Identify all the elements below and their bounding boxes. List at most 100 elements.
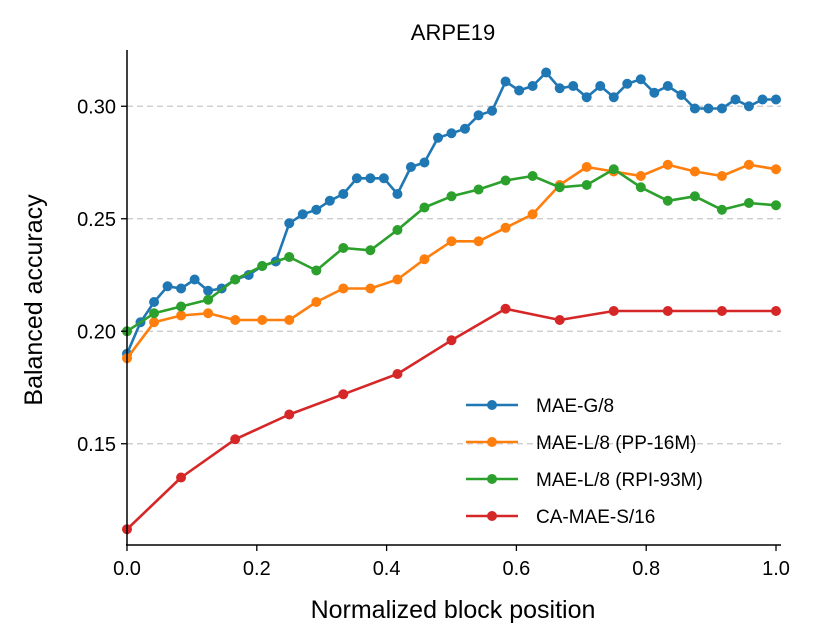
data-point (203, 308, 214, 319)
data-point (473, 110, 484, 121)
data-point (392, 369, 403, 379)
data-point (581, 162, 592, 172)
data-point (527, 209, 538, 220)
data-point (230, 274, 241, 285)
data-point (622, 78, 633, 89)
data-point (378, 173, 389, 184)
data-point (446, 236, 457, 247)
legend-item: MAE-L/8 (RPI-93M) (466, 470, 703, 491)
data-point (635, 171, 646, 181)
data-point (743, 198, 754, 208)
data-point (500, 222, 511, 233)
data-point (189, 274, 200, 285)
data-point (500, 175, 511, 186)
data-point (554, 182, 565, 193)
data-point (257, 315, 268, 325)
data-point (689, 166, 700, 177)
data-point (500, 76, 511, 87)
data-point (743, 159, 754, 170)
data-point (771, 306, 781, 316)
data-point (568, 81, 579, 91)
series-4 (122, 303, 781, 535)
x-ticks: 0.0 0.2 0.4 0.6 0.8 1.0 (113, 545, 790, 580)
data-point (392, 274, 403, 285)
legend-item: MAE-G/8 (466, 396, 614, 417)
data-point (405, 162, 416, 172)
data-point (230, 434, 241, 445)
data-point (446, 191, 457, 202)
data-point (311, 204, 322, 215)
data-point (757, 94, 768, 105)
data-point (581, 92, 592, 103)
y-tick-label: 0.20 (77, 321, 116, 343)
data-point (338, 243, 349, 253)
data-point (608, 92, 619, 103)
data-point (514, 85, 525, 96)
data-point (554, 83, 565, 94)
data-point (716, 103, 727, 114)
data-point (771, 164, 781, 175)
data-point (311, 297, 322, 307)
data-point (649, 87, 660, 98)
data-point (730, 94, 741, 105)
data-point (176, 472, 187, 483)
x-tick-label: 0.6 (502, 558, 530, 580)
data-point (527, 171, 538, 181)
data-point (284, 315, 295, 325)
data-point (284, 252, 295, 262)
data-point (365, 173, 376, 184)
data-point (230, 315, 241, 325)
data-point (662, 159, 673, 170)
data-point (419, 202, 430, 213)
data-point (608, 164, 619, 175)
y-tick-label: 0.25 (77, 209, 116, 231)
data-point (635, 182, 646, 193)
data-point (446, 128, 457, 139)
x-tick-label: 0.4 (373, 558, 401, 580)
y-axis-label: Balanced accuracy (20, 194, 48, 406)
data-point (324, 195, 335, 206)
data-point (284, 409, 295, 420)
data-point (595, 81, 606, 91)
data-point (338, 389, 349, 400)
data-point (351, 173, 362, 184)
legend-swatch-marker (487, 400, 497, 410)
data-point (311, 265, 322, 276)
data-point (662, 306, 673, 316)
x-axis-label: Normalized block position (311, 596, 596, 624)
legend-label: MAE-L/8 (RPI-93M) (536, 470, 703, 491)
legend-label: CA-MAE-S/16 (536, 507, 655, 528)
data-point (365, 245, 376, 256)
data-point (459, 123, 470, 134)
data-point (257, 261, 268, 271)
data-point (473, 236, 484, 247)
legend-swatch-marker (487, 437, 497, 447)
data-point (608, 306, 619, 316)
data-point (527, 81, 538, 91)
series-1 (122, 67, 781, 359)
data-point (392, 189, 403, 199)
legend-swatch-marker (487, 511, 497, 521)
data-point (176, 310, 187, 321)
data-point (338, 189, 349, 199)
data-point (365, 283, 376, 294)
axes (126, 50, 781, 546)
data-point (662, 195, 673, 206)
data-point (162, 281, 173, 292)
legend-item: CA-MAE-S/16 (466, 507, 655, 528)
data-point (149, 317, 160, 328)
data-point (716, 204, 727, 215)
data-point (203, 294, 214, 305)
data-point (554, 315, 565, 325)
data-point (297, 209, 308, 220)
data-point (176, 301, 187, 312)
data-point (689, 191, 700, 202)
y-tick-label: 0.30 (77, 96, 116, 118)
data-point (635, 74, 646, 85)
chart-title: ARPE19 (411, 20, 495, 45)
x-tick-label: 0.0 (113, 558, 141, 580)
data-point (338, 283, 349, 294)
legend-label: MAE-L/8 (PP-16M) (536, 433, 696, 454)
data-point (716, 306, 727, 316)
